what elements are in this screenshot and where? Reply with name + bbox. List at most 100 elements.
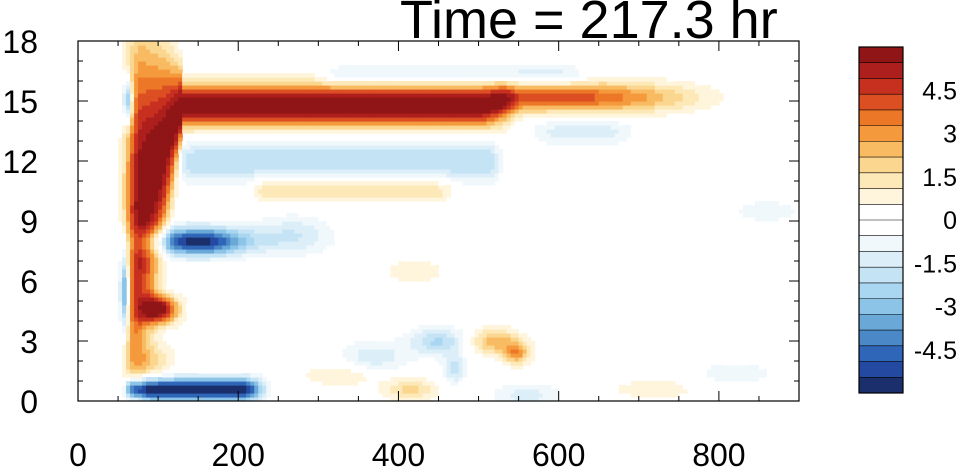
heatmap-cell — [346, 153, 351, 158]
heatmap-cell — [298, 93, 303, 98]
heatmap-cell — [466, 177, 472, 182]
heatmap-cell — [282, 193, 287, 198]
heatmap-cell — [546, 141, 552, 146]
heatmap-cell — [258, 373, 263, 378]
heatmap-cell — [198, 117, 203, 122]
heatmap-cell — [526, 105, 532, 110]
heatmap-cell — [194, 169, 199, 174]
heatmap-cell — [494, 341, 500, 346]
heatmap-cell — [290, 161, 295, 166]
heatmap-cell — [294, 197, 299, 202]
heatmap-cell — [270, 73, 275, 78]
heatmap-cell — [134, 245, 139, 250]
heatmap-cell — [446, 165, 452, 170]
heatmap-cell — [158, 145, 163, 150]
heatmap-cell — [326, 237, 331, 242]
heatmap-cell — [322, 193, 327, 198]
heatmap-cell — [414, 165, 420, 170]
heatmap-cell — [154, 305, 159, 310]
heatmap-cell — [354, 141, 359, 146]
heatmap-cell — [374, 353, 380, 358]
heatmap-cell — [474, 113, 480, 118]
heatmap-cell — [526, 89, 532, 94]
heatmap-cell — [530, 101, 536, 106]
heatmap-cell — [178, 225, 183, 230]
heatmap-cell — [150, 297, 155, 302]
heatmap-cell — [174, 61, 179, 66]
heatmap-cell — [390, 93, 396, 98]
heatmap-cell — [502, 69, 508, 74]
heatmap-cell — [166, 373, 171, 378]
heatmap-cell — [422, 341, 428, 346]
heatmap-cell — [502, 325, 508, 330]
heatmap-cell — [122, 313, 127, 318]
heatmap-cell — [218, 377, 223, 382]
heatmap-cell — [414, 145, 420, 150]
heatmap-cell — [290, 185, 295, 190]
heatmap-cell — [314, 241, 319, 246]
heatmap-cell — [310, 129, 315, 134]
heatmap-cell — [302, 169, 307, 174]
heatmap-cell — [326, 113, 331, 118]
heatmap-cell — [546, 385, 552, 390]
heatmap-cell — [318, 149, 323, 154]
heatmap-cell — [166, 125, 171, 130]
heatmap-cell — [394, 81, 400, 86]
heatmap-cell — [290, 153, 295, 158]
heatmap-cell — [362, 73, 367, 78]
heatmap-cell — [362, 129, 367, 134]
heatmap-cell — [306, 221, 311, 226]
heatmap-cell — [146, 149, 151, 154]
heatmap-cell — [186, 149, 191, 154]
heatmap-cell — [318, 181, 323, 186]
heatmap-cell — [142, 333, 147, 338]
heatmap-cell — [226, 149, 231, 154]
heatmap-cell — [162, 201, 167, 206]
heatmap-cell — [442, 93, 448, 98]
heatmap-cell — [350, 109, 355, 114]
heatmap-cell — [486, 81, 492, 86]
heatmap-cell — [434, 329, 440, 334]
heatmap-cell — [446, 117, 452, 122]
heatmap-cell — [278, 141, 283, 146]
heatmap-cell — [430, 89, 436, 94]
heatmap-cell — [234, 369, 239, 374]
heatmap-cell — [238, 113, 243, 118]
heatmap-cell — [330, 173, 335, 178]
heatmap-cell — [190, 77, 195, 82]
heatmap-cell — [218, 81, 223, 86]
heatmap-cell — [126, 113, 131, 118]
heatmap-cell — [258, 241, 263, 246]
heatmap-cell — [122, 325, 127, 330]
heatmap-cell — [422, 93, 428, 98]
heatmap-cell — [438, 153, 444, 158]
heatmap-cell — [442, 337, 448, 342]
heatmap-cell — [342, 81, 347, 86]
heatmap-cell — [274, 141, 279, 146]
heatmap-cell — [450, 101, 456, 106]
heatmap-cell — [522, 113, 528, 118]
heatmap-cell — [342, 353, 347, 358]
heatmap-cell — [258, 77, 263, 82]
heatmap-cell — [126, 49, 131, 54]
heatmap-cell — [434, 189, 440, 194]
heatmap-cell — [134, 357, 139, 362]
heatmap-cell — [226, 381, 231, 386]
heatmap-cell — [558, 109, 564, 114]
heatmap-cell — [386, 385, 392, 390]
heatmap-cell — [374, 189, 380, 194]
heatmap-cell — [530, 113, 536, 118]
heatmap-cell — [346, 381, 351, 386]
heatmap-cell — [130, 241, 135, 246]
heatmap-cell — [142, 85, 147, 90]
heatmap-cell — [210, 389, 215, 394]
heatmap-cell — [442, 105, 448, 110]
heatmap-cell — [302, 89, 307, 94]
heatmap-cell — [286, 173, 291, 178]
heatmap-cell — [178, 385, 183, 390]
heatmap-cell — [310, 221, 315, 226]
heatmap-cell — [458, 141, 464, 146]
heatmap-cell — [474, 153, 480, 158]
heatmap-cell — [498, 337, 504, 342]
heatmap-cell — [546, 101, 552, 106]
